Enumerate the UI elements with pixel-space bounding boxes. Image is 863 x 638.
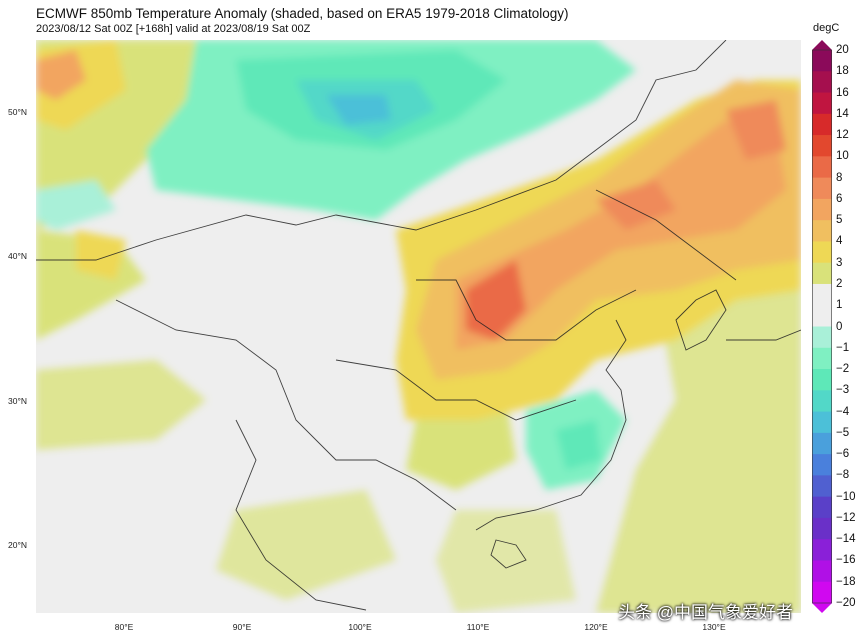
colorbar-swatch (812, 369, 832, 391)
colorbar-swatch (812, 347, 832, 370)
colorbar-swatch (812, 432, 832, 455)
colorbar-tick-label: −2 (836, 363, 850, 376)
colorbar-swatch (812, 113, 832, 136)
colorbar-tick-label: −10 (836, 490, 856, 503)
colorbar-swatch (812, 517, 832, 540)
map-title: ECMWF 850mb Temperature Anomaly (shaded,… (36, 6, 569, 21)
colorbar-tick-label: −14 (836, 533, 856, 546)
colorbar-tick-label: 16 (836, 86, 849, 99)
colorbar-extend-bottom (812, 603, 832, 613)
colorbar-swatch (812, 411, 832, 434)
colorbar-tick-label: −8 (836, 469, 850, 482)
colorbar-swatch (812, 390, 832, 413)
colorbar-swatch (812, 581, 832, 604)
colorbar-swatch (812, 560, 832, 583)
lat-label-40n: 40°N (8, 251, 27, 261)
lon-label-110e: 110°E (466, 622, 490, 632)
colorbar-swatch (812, 50, 832, 72)
lon-label-130e: 130°E (702, 622, 726, 632)
colorbar-tick-label: 12 (836, 129, 849, 142)
colorbar-swatch (812, 262, 832, 285)
colorbar-outline (812, 49, 832, 604)
colorbar-tick-label: −6 (836, 448, 850, 461)
colorbar-tick-label: −5 (836, 426, 850, 439)
colorbar-swatch (812, 326, 832, 349)
colorbar-swatch (812, 220, 832, 242)
colorbar-tick-label: 10 (836, 150, 849, 163)
colorbar-tick-label: 2 (836, 277, 843, 290)
colorbar-swatch (812, 71, 832, 94)
colorbar-swatch (812, 305, 832, 327)
colorbar-swatch (812, 198, 832, 221)
colorbar-tick-label: −20 (836, 597, 856, 609)
lon-label-90e: 90°E (232, 622, 252, 632)
colorbar-swatch (812, 496, 832, 519)
colorbar-tick-label: −4 (836, 405, 850, 418)
lon-label-80e: 80°E (114, 622, 134, 632)
colorbar-tick-label: −3 (836, 384, 850, 397)
colorbar-tick-label: 20 (836, 44, 849, 56)
colorbar-tick-label: 0 (836, 320, 843, 333)
lat-label-50n: 50°N (8, 107, 27, 117)
colorbar-swatch (812, 177, 832, 200)
colorbar-swatch (812, 135, 832, 157)
colorbar-tick-label: −12 (836, 511, 856, 524)
colorbar-tick-label: 8 (836, 171, 843, 184)
watermark: 头条 @中国气象爱好者 (618, 603, 793, 622)
colorbar-swatch (812, 241, 832, 264)
lat-label-30n: 30°N (8, 396, 27, 406)
colorbar-swatch (812, 92, 832, 115)
colorbar-tick-label: 5 (836, 214, 843, 227)
colorbar-tick-label: −16 (836, 554, 856, 567)
colorbar-tick-label: −18 (836, 575, 856, 588)
colorbar-tick-label: 6 (836, 192, 843, 205)
colorbar-swatch (812, 475, 832, 498)
lat-label-20n: 20°N (8, 540, 27, 550)
colorbar (812, 40, 832, 613)
colorbar-extend-top (812, 40, 832, 50)
colorbar-swatch (812, 539, 832, 561)
map-subtitle: 2023/08/12 Sat 00Z [+168h] valid at 2023… (36, 23, 311, 35)
colorbar-tick-label: 4 (836, 235, 843, 248)
temperature-anomaly-map (36, 40, 801, 613)
lon-label-120e: 120°E (584, 622, 608, 632)
colorbar-swatch (812, 283, 832, 306)
colorbar-tick-label: 1 (836, 299, 843, 312)
colorbar-tick-label: 14 (836, 107, 849, 120)
lon-label-100e: 100°E (348, 622, 372, 632)
colorbar-unit: degC (813, 22, 840, 34)
colorbar-swatch (812, 156, 832, 179)
colorbar-swatch (812, 454, 832, 476)
colorbar-tick-label: 18 (836, 65, 849, 78)
colorbar-tick-label: −1 (836, 341, 850, 354)
colorbar-tick-label: 3 (836, 256, 843, 269)
